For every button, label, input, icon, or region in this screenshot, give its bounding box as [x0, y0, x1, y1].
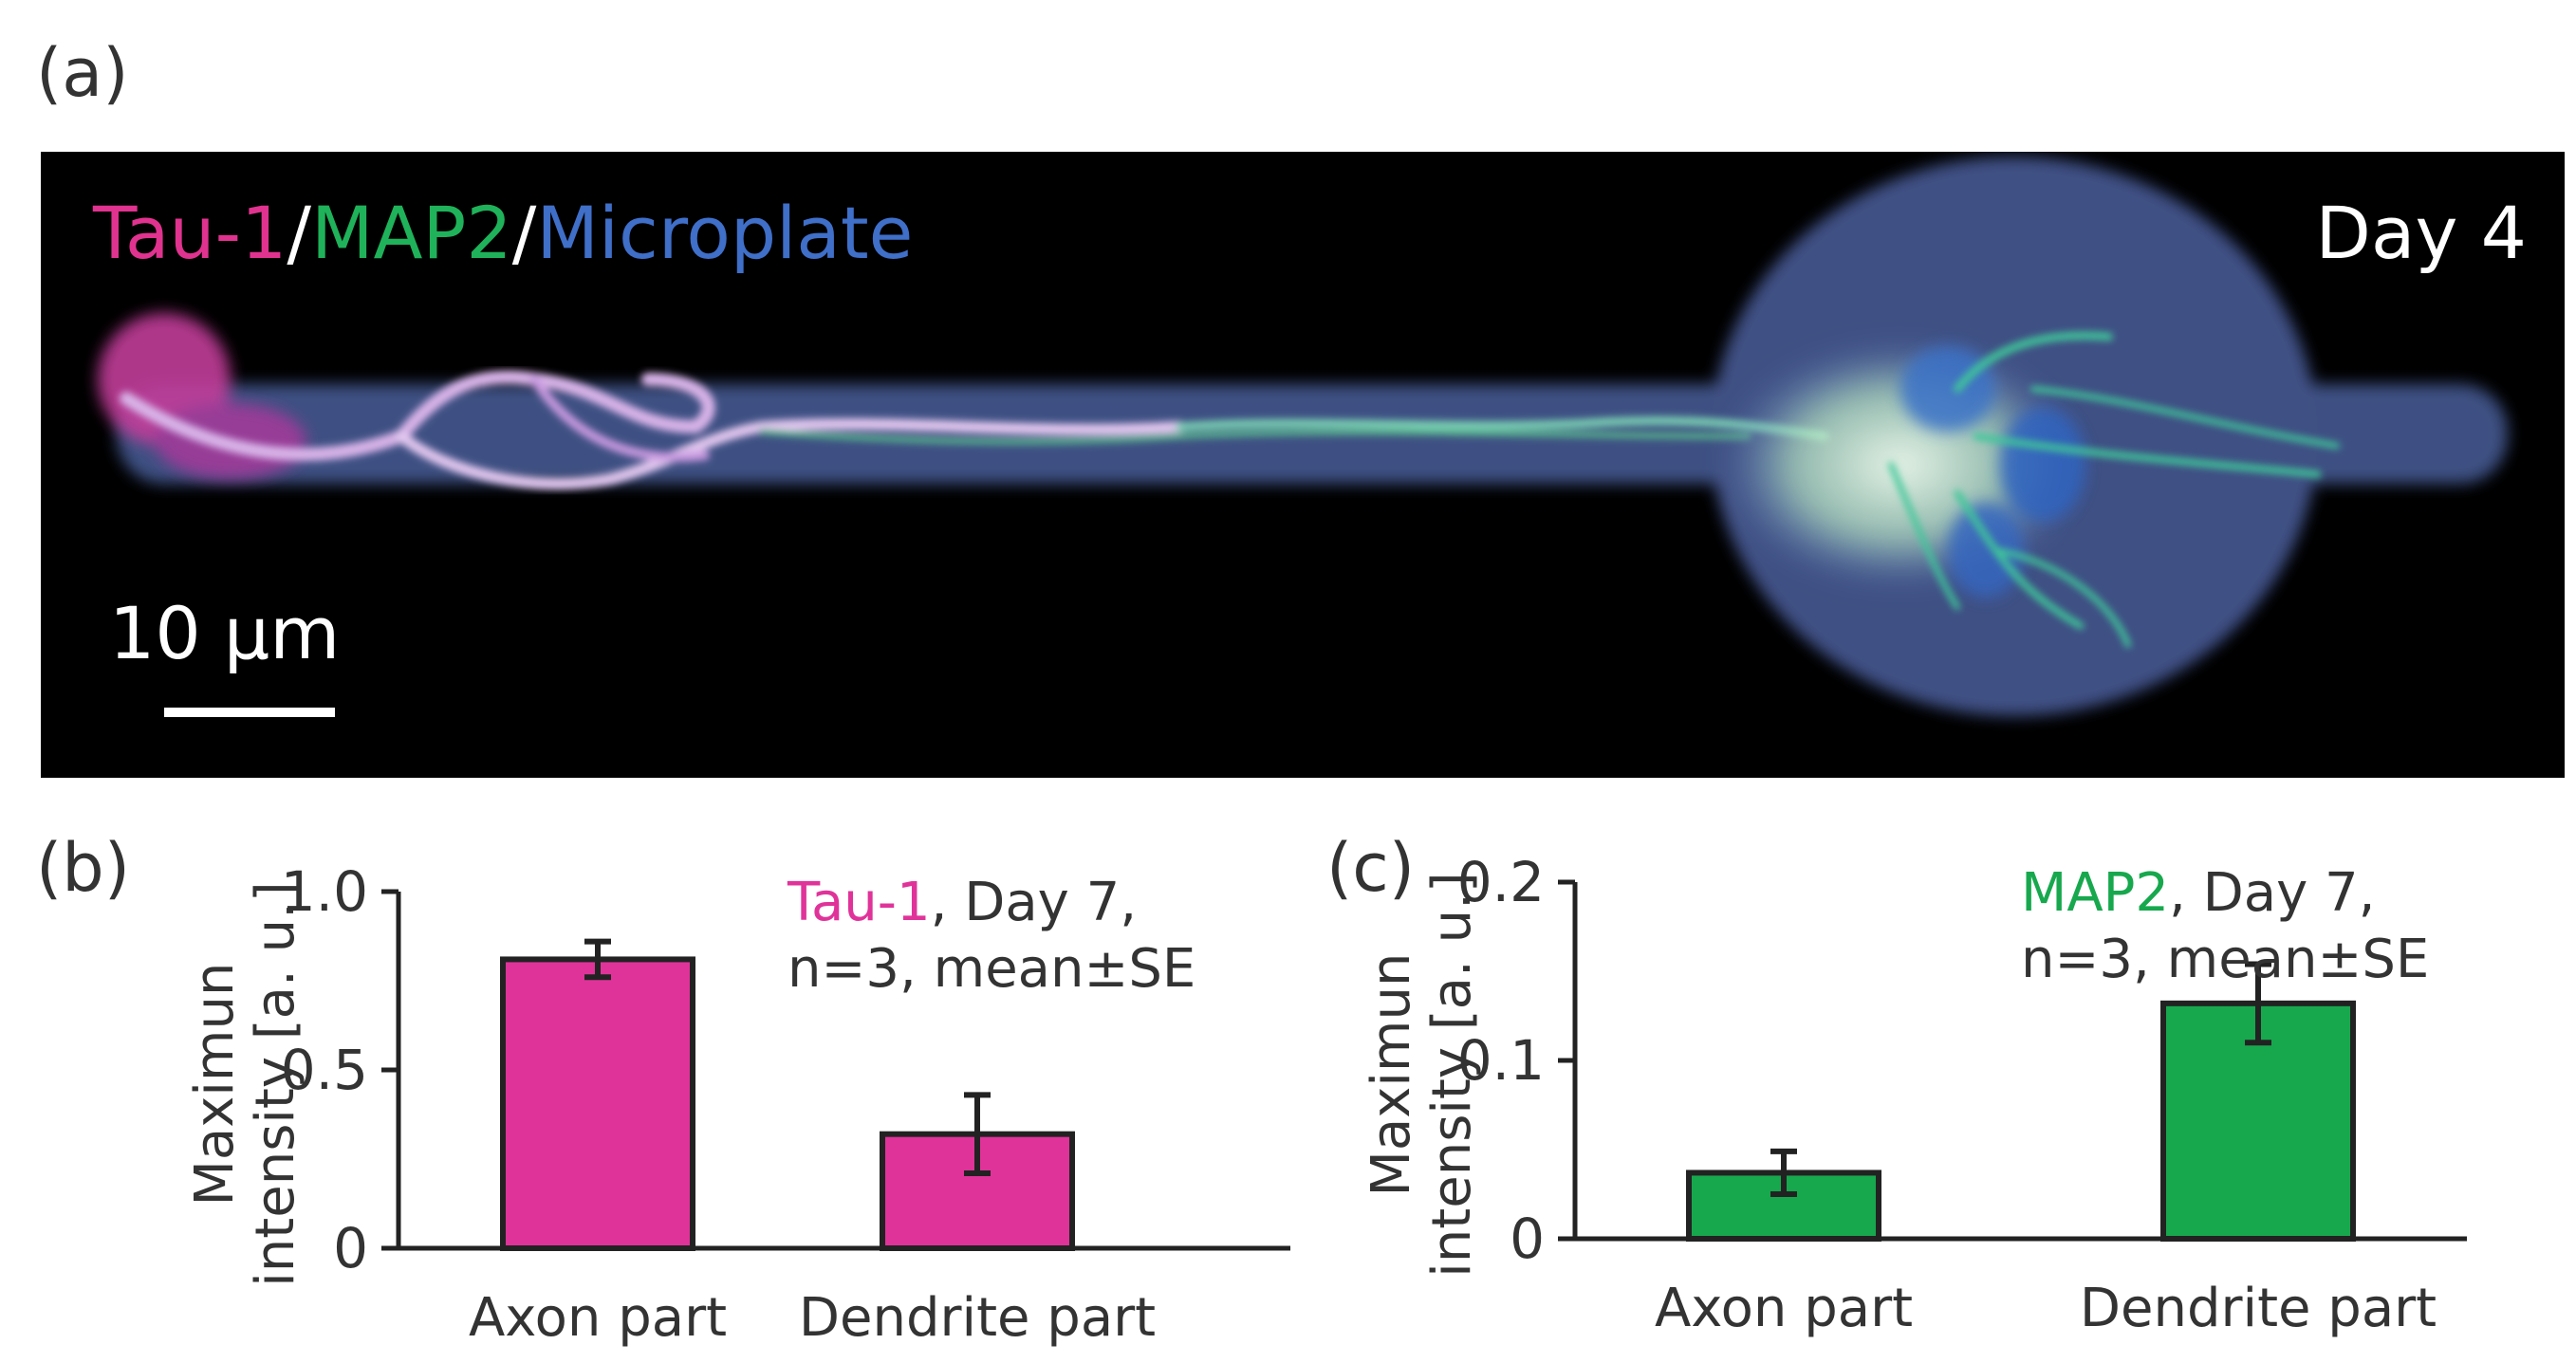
- annotation-stain: MAP2: [2021, 862, 2169, 924]
- y-axis-label-line: Maximun: [184, 963, 246, 1206]
- x-tick-label: Dendrite part: [799, 1287, 1156, 1349]
- stain-label-microplate: Microplate: [536, 191, 914, 275]
- y-tick-label: 0.2: [1457, 850, 1545, 914]
- stain-legend: Tau-1/MAP2/Microplate: [93, 197, 913, 269]
- panel-label-c: (c): [1326, 829, 1416, 907]
- annotation-day: , Day 7,: [931, 872, 1137, 933]
- annotation-stain: Tau-1: [787, 872, 931, 933]
- annotation-day: , Day 7,: [2169, 862, 2375, 924]
- annotation-line-2: n=3, mean±SE: [788, 938, 1195, 1000]
- y-axis-label: Maximunintensity [a. u.]: [184, 881, 306, 1287]
- stain-label-separator: /: [511, 191, 537, 275]
- x-tick-label: Axon part: [469, 1287, 727, 1349]
- x-tick-label: Dendrite part: [2080, 1278, 2437, 1339]
- stain-label-tau1: Tau-1: [93, 191, 287, 275]
- y-axis-label-line: intensity [a. u.]: [245, 881, 306, 1287]
- x-tick-label: Axon part: [1655, 1278, 1913, 1339]
- micrograph-panel: Tau-1/MAP2/Microplate Day 4 10 µm: [41, 152, 2565, 778]
- stain-label-separator: /: [287, 191, 311, 275]
- scale-bar: [164, 708, 335, 717]
- y-axis-label: Maximunintensity [a. u.]: [1361, 872, 1483, 1278]
- y-axis-label-line: intensity [a. u.]: [1421, 872, 1483, 1278]
- micrograph-image: [98, 157, 2508, 717]
- annotation-line-1: Tau-1, Day 7,: [787, 872, 1137, 933]
- annotation-line-1: MAP2, Day 7,: [2021, 862, 2375, 924]
- panel-label-b: (b): [36, 829, 131, 907]
- y-tick-label: 0: [1510, 1206, 1545, 1271]
- bar: [500, 956, 695, 1251]
- scale-bar-label: 10 µm: [109, 591, 341, 675]
- y-axis-label-line: Maximun: [1361, 953, 1422, 1197]
- y-tick-label: 0.5: [281, 1038, 368, 1102]
- y-tick-label: 0: [333, 1216, 368, 1280]
- stain-label-map2: MAP2: [310, 191, 512, 275]
- day-label: Day 4: [2315, 191, 2527, 275]
- annotation-line-2: n=3, mean±SE: [2021, 929, 2429, 990]
- y-tick-label: 0.1: [1457, 1028, 1545, 1093]
- panel-label-a: (a): [36, 34, 129, 112]
- y-tick-label: 1.0: [281, 859, 368, 924]
